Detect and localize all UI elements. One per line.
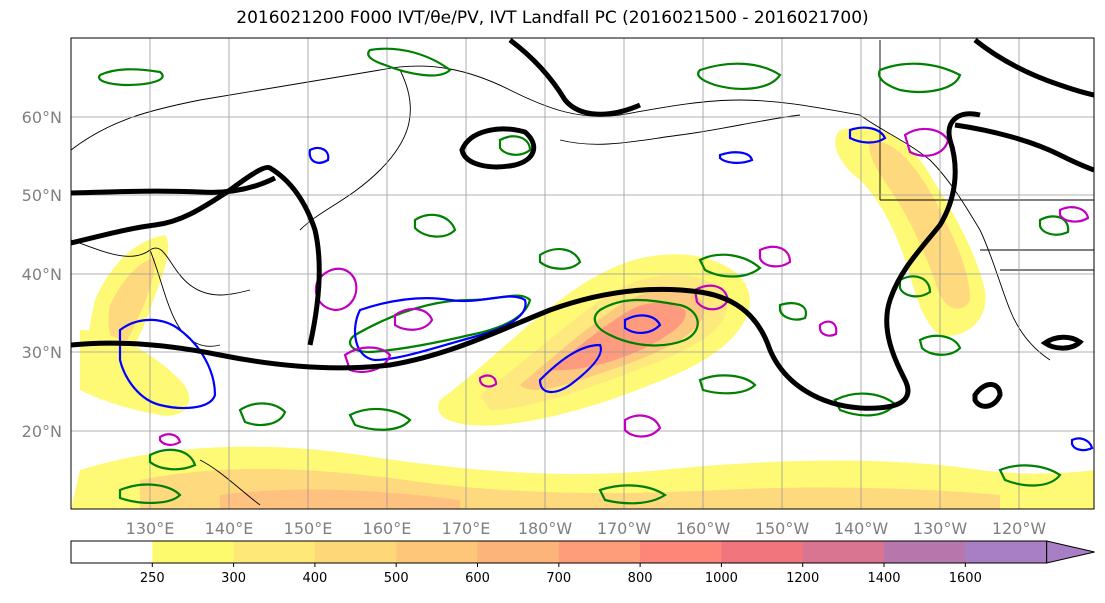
lon-label: 140°W <box>834 519 889 538</box>
colorbar-tick-label: 250 <box>140 571 165 586</box>
colorbar-swatch <box>396 541 478 563</box>
longitude-labels: 130°E 140°E 150°E 160°E 170°E 180°W 170°… <box>126 519 1047 538</box>
colorbar-tick-label: 300 <box>221 571 246 586</box>
map-frame <box>70 37 1095 510</box>
colorbar-swatch <box>477 541 560 563</box>
pv-positive-contours <box>118 126 1094 452</box>
colorbar-tick-label: 400 <box>302 571 327 586</box>
lat-label: 40°N <box>22 265 62 284</box>
lat-label: 50°N <box>22 186 62 205</box>
graticule <box>71 38 1094 509</box>
colorbar-tick-label: 1600 <box>949 571 982 586</box>
lon-label: 150°E <box>284 519 333 538</box>
lon-label: 180°W <box>518 519 573 538</box>
colorbar-tick-label: 600 <box>465 571 490 586</box>
map-title: 2016021200 F000 IVT/θe/PV, IVT Landfall … <box>236 8 869 28</box>
colorbar-tick-label: 700 <box>546 571 571 586</box>
lat-label: 20°N <box>22 422 62 441</box>
colorbar-extend-arrow <box>1046 540 1095 564</box>
colorbar-swatch <box>152 541 235 563</box>
colorbar-swatch <box>721 541 804 563</box>
colorbar: 250 300 400 500 600 700 800 1000 1200 1400 1600 <box>70 540 1095 586</box>
lon-label: 120°W <box>992 519 1047 538</box>
lon-label: 170°W <box>597 519 652 538</box>
colorbar-tick-label: 800 <box>628 571 653 586</box>
colorbar-swatch <box>558 541 641 563</box>
colorbar-swatch <box>314 541 397 563</box>
lon-label: 170°E <box>442 519 491 538</box>
latitude-labels: 60°N 50°N 40°N 30°N 20°N <box>22 108 62 441</box>
lon-label: 160°E <box>363 519 412 538</box>
colorbar-tick-label: 1200 <box>786 571 819 586</box>
colorbar-swatch <box>233 541 316 563</box>
colorbar-tick-label: 500 <box>384 571 409 586</box>
ivt-landfall-pc-contours <box>71 38 1094 411</box>
colorbar-swatch <box>71 541 153 563</box>
colorbar-tick-label: 1000 <box>705 571 738 586</box>
colorbar-swatch <box>965 541 1048 563</box>
colorbar-swatch <box>884 541 966 563</box>
lat-label: 60°N <box>22 108 62 127</box>
lat-label: 30°N <box>22 343 62 362</box>
lon-label: 140°E <box>205 519 254 538</box>
colorbar-swatch <box>640 541 722 563</box>
lon-label: 160°W <box>676 519 731 538</box>
lon-label: 130°E <box>126 519 175 538</box>
lon-label: 130°W <box>913 519 968 538</box>
colorbar-swatch <box>802 541 885 563</box>
lon-label: 150°W <box>755 519 810 538</box>
pv-negative-contours <box>158 127 1090 446</box>
ivt-shading <box>71 127 1094 509</box>
colorbar-tick-label: 1400 <box>867 571 900 586</box>
